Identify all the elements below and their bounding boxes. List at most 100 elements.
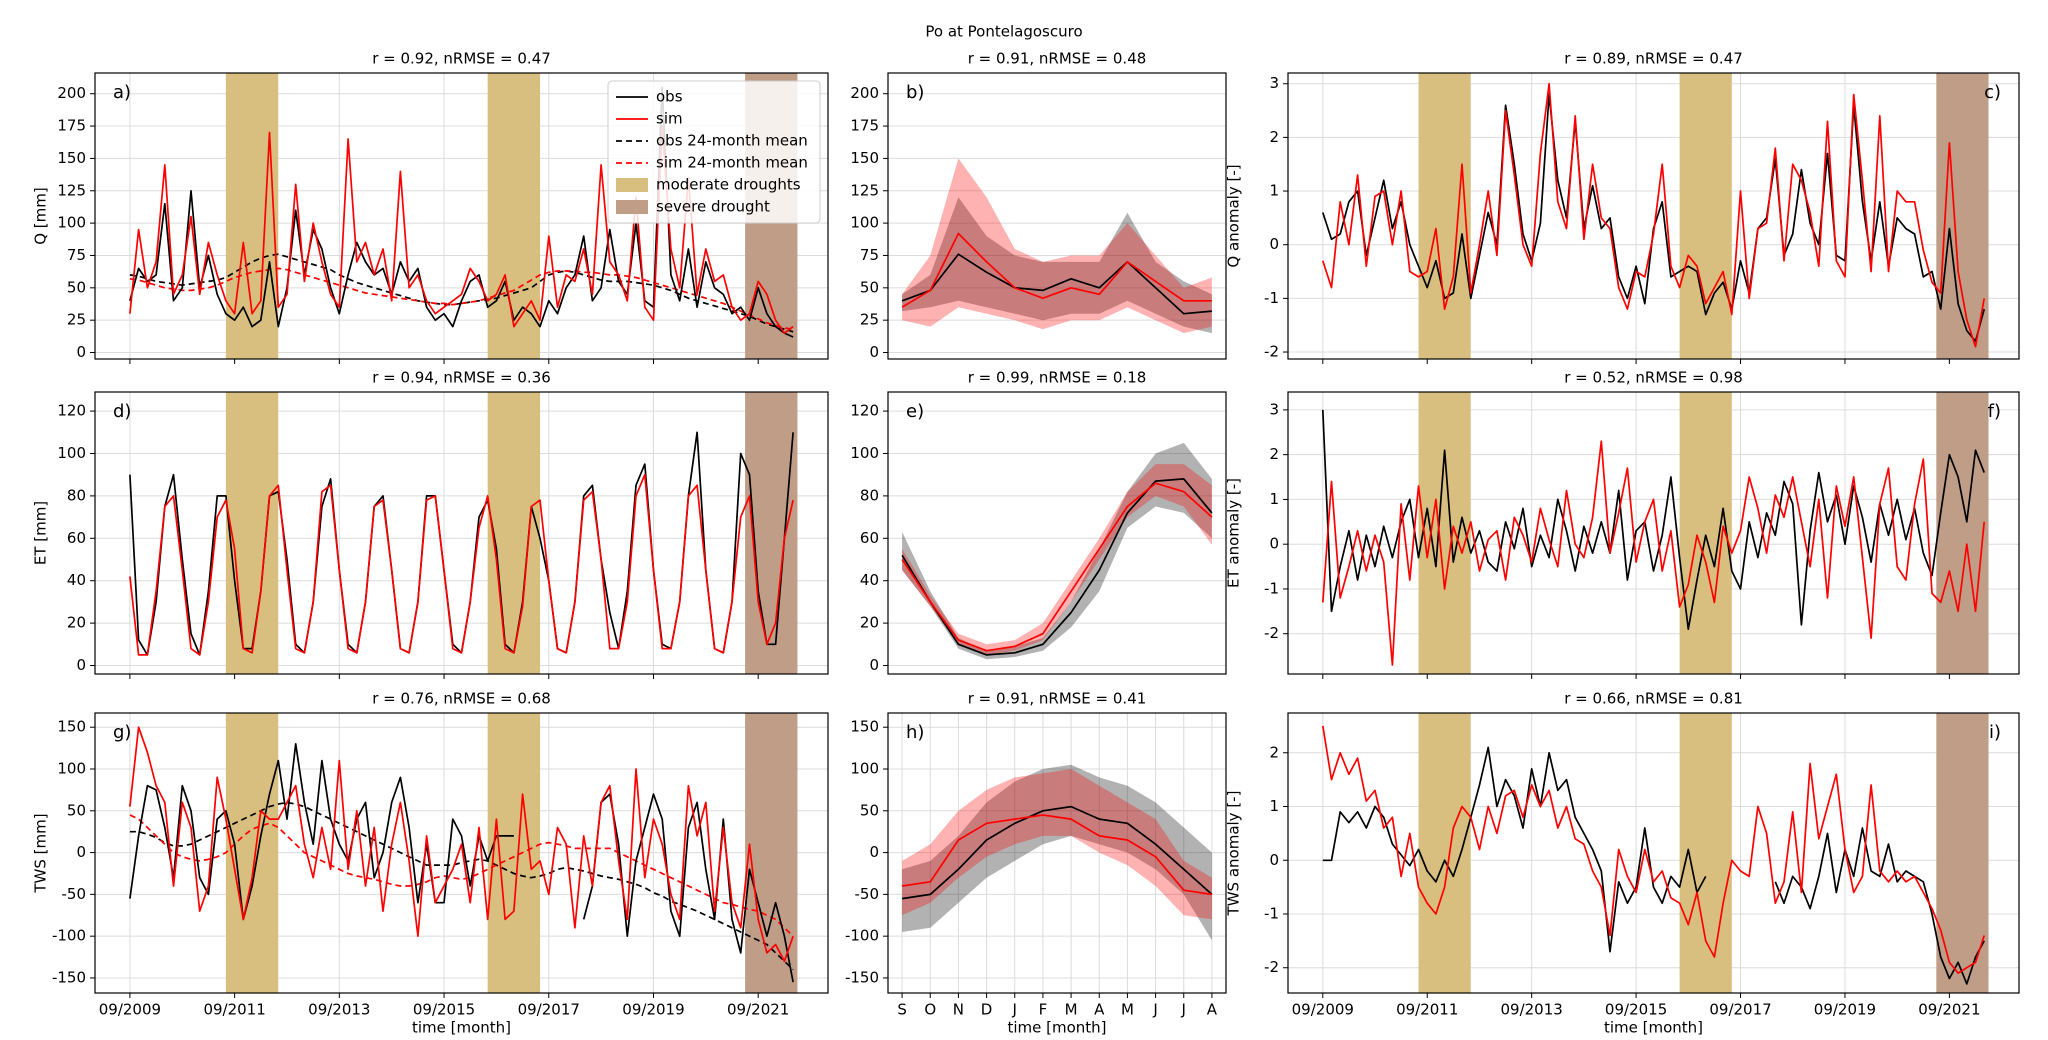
plot-frame [94, 712, 829, 994]
series-line [129, 86, 794, 338]
drought-period [1418, 73, 1471, 359]
plot-area [1288, 73, 2019, 359]
panel-title: r = 0.94, nRMSE = 0.36 [372, 369, 551, 387]
y-axis-label: TWS anomaly [-] [1225, 791, 1243, 917]
plot-frame [887, 391, 1227, 675]
x-tick-label: 09/2017 [518, 1001, 580, 1019]
panel: 0 25 50 75 100 125 150 175 200 r = 0.92, nRMSE = … [32, 50, 829, 364]
x-tick-label: 09/2021 [727, 1001, 789, 1019]
plot-area [95, 392, 828, 674]
x-tick-label: 09/2019 [1814, 1001, 1876, 1019]
y-tick-label: 0 [76, 343, 86, 361]
x-tick-label: J [1181, 1001, 1186, 1019]
y-axis-label: Q [mm] [32, 187, 50, 245]
series-line [901, 805, 1213, 900]
x-axis-label: time [month] [1007, 1019, 1106, 1037]
y-tick-label: -1 [1264, 289, 1279, 307]
y-tick-label: 0 [869, 343, 879, 361]
y-tick-label: -1 [1264, 579, 1279, 597]
x-tick-label: S [897, 1001, 907, 1019]
y-axis-label: Q anomaly [-] [1225, 164, 1243, 267]
panel: -2 -1 0 1 2 3 r = 0.89, nRMSE = 0.47 c) Q anomal… [1225, 50, 2020, 364]
y-tick-label: 2 [1269, 445, 1279, 463]
panel-label: g) [113, 722, 131, 743]
y-tick-label: 2 [1269, 743, 1279, 761]
y-tick-label: 120 [57, 402, 86, 420]
figure-title: Po at Pontelagoscuro [925, 23, 1082, 41]
plot-frame [887, 712, 1227, 994]
plot-frame [1287, 72, 2020, 360]
y-tick-label: 125 [57, 181, 86, 199]
panel-label: c) [1984, 82, 2001, 103]
spread-band [902, 464, 1212, 655]
y-tick-label: 75 [860, 246, 879, 264]
legend-label: severe drought [656, 198, 770, 216]
panel-title: r = 0.92, nRMSE = 0.47 [372, 50, 551, 68]
spread-band [902, 442, 1212, 660]
drought-period [487, 713, 541, 993]
y-tick-label: 20 [67, 614, 86, 632]
plot-frame [94, 72, 829, 360]
y-tick-label: -2 [1264, 624, 1279, 642]
y-tick-label: 150 [57, 718, 86, 736]
y-tick-label: 20 [860, 614, 879, 632]
x-tick-label: M [1065, 1001, 1078, 1019]
plot-frame [1287, 712, 2020, 994]
legend-swatch [616, 178, 648, 192]
y-tick-label: 125 [850, 181, 879, 199]
x-tick-label: 09/2011 [1396, 1001, 1458, 1019]
x-axis-label: time [month] [1604, 1019, 1703, 1037]
y-tick-label: 150 [57, 149, 86, 167]
drought-period [225, 713, 279, 993]
legend-box [607, 80, 821, 224]
y-tick-label: -1 [1264, 904, 1279, 922]
y-tick-label: -2 [1264, 343, 1279, 361]
y-tick-label: -50 [62, 885, 87, 903]
series-line [901, 482, 1213, 652]
panel: 0 20 40 60 80 100 120 r = 0.99, nRMSE = 0.18 e) [850, 369, 1227, 675]
x-tick-label: 09/2011 [203, 1001, 265, 1019]
drought-period [1418, 713, 1471, 993]
y-tick-label: 0 [1269, 851, 1279, 869]
panel-label: d) [113, 401, 131, 422]
legend-label: sim [656, 110, 683, 128]
y-tick-label: 60 [67, 529, 86, 547]
x-tick-label: 09/2013 [308, 1001, 370, 1019]
x-tick-label: 09/2009 [99, 1001, 161, 1019]
y-tick-label: 120 [850, 402, 879, 420]
y-axis-label: ET anomaly [-] [1225, 478, 1243, 588]
y-tick-label: 25 [67, 311, 86, 329]
x-tick-label: 09/2009 [1292, 1001, 1354, 1019]
y-tick-label: 1 [1269, 797, 1279, 815]
y-tick-label: 60 [860, 529, 879, 547]
panel-title: r = 0.99, nRMSE = 0.18 [968, 369, 1147, 387]
y-tick-label: 3 [1269, 74, 1279, 92]
panel-title: r = 0.66, nRMSE = 0.81 [1564, 690, 1743, 708]
legend-label: obs 24-month mean [656, 132, 808, 150]
y-axis-label: ET [mm] [32, 501, 50, 565]
drought-period [1679, 392, 1732, 674]
panel-label: a) [113, 82, 131, 103]
y-tick-label: 50 [67, 278, 86, 296]
x-tick-label: D [981, 1001, 993, 1019]
legend: obs sim obs 24-month mean sim 24-month mean… [607, 80, 821, 224]
drought-period [1936, 713, 1989, 993]
series-line [1321, 82, 1986, 348]
x-tick-label: A [1207, 1001, 1218, 1019]
plot-area [1288, 392, 2019, 674]
panel: -150 -100 -50 0 50 100 150 09/2009 09/2011 09/201… [32, 690, 829, 1037]
panel-title: r = 0.91, nRMSE = 0.48 [968, 50, 1147, 68]
x-tick-label: J [1012, 1001, 1017, 1019]
panel-label: i) [1989, 722, 2001, 743]
x-tick-label: F [1039, 1001, 1048, 1019]
panel-title: r = 0.91, nRMSE = 0.41 [968, 690, 1147, 708]
series-line [129, 726, 794, 963]
plot-area [888, 392, 1226, 674]
panel: -2 -1 0 1 2 09/2009 09/2011 09/2013 09/2015 09/20… [1225, 690, 2020, 1037]
spread-band [902, 158, 1212, 334]
y-tick-label: -150 [845, 968, 879, 986]
y-tick-label: 100 [850, 444, 879, 462]
panel-title: r = 0.76, nRMSE = 0.68 [372, 690, 551, 708]
